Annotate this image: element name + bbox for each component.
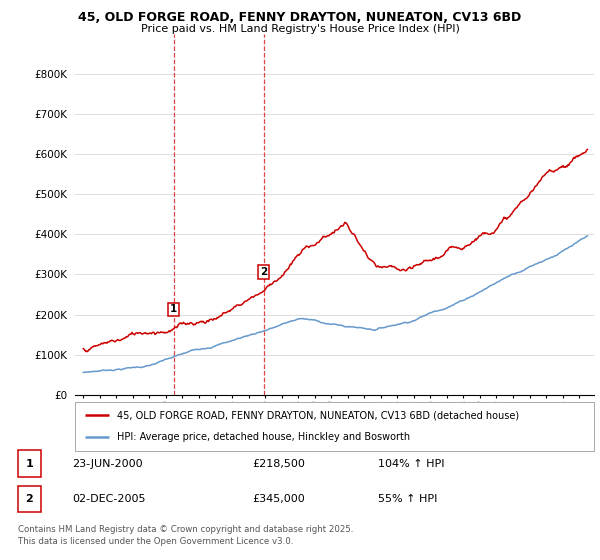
Text: 104% ↑ HPI: 104% ↑ HPI [378, 459, 445, 469]
Text: 2: 2 [260, 267, 268, 277]
Text: Contains HM Land Registry data © Crown copyright and database right 2025.
This d: Contains HM Land Registry data © Crown c… [18, 525, 353, 546]
Text: Price paid vs. HM Land Registry's House Price Index (HPI): Price paid vs. HM Land Registry's House … [140, 24, 460, 34]
Text: 2: 2 [26, 494, 33, 504]
Text: £218,500: £218,500 [252, 459, 305, 469]
Text: 55% ↑ HPI: 55% ↑ HPI [378, 494, 437, 504]
Text: HPI: Average price, detached house, Hinckley and Bosworth: HPI: Average price, detached house, Hinc… [116, 432, 410, 442]
Text: 45, OLD FORGE ROAD, FENNY DRAYTON, NUNEATON, CV13 6BD: 45, OLD FORGE ROAD, FENNY DRAYTON, NUNEA… [79, 11, 521, 24]
Text: 02-DEC-2005: 02-DEC-2005 [72, 494, 146, 504]
Text: 45, OLD FORGE ROAD, FENNY DRAYTON, NUNEATON, CV13 6BD (detached house): 45, OLD FORGE ROAD, FENNY DRAYTON, NUNEA… [116, 410, 518, 421]
Text: £345,000: £345,000 [252, 494, 305, 504]
Text: 1: 1 [26, 459, 33, 469]
Text: 23-JUN-2000: 23-JUN-2000 [72, 459, 143, 469]
Text: 1: 1 [170, 305, 178, 315]
